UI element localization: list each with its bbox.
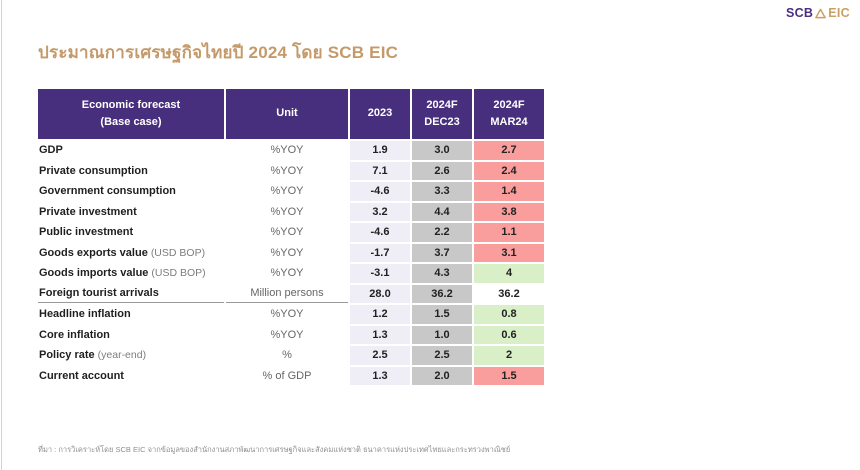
unit-cell: %YOY (270, 226, 304, 239)
value-dec23: 36.2 (412, 284, 472, 303)
row-label: GDP (39, 144, 63, 157)
value-mar24: 3.1 (474, 243, 544, 262)
value-mar24: 0.6 (474, 325, 544, 344)
table-row: GDP %YOY 1.9 3.0 2.7 (38, 141, 544, 160)
value-2023: -4.6 (350, 223, 410, 242)
unit-cell: % (282, 349, 292, 362)
table-row: Core inflation %YOY 1.3 1.0 0.6 (38, 325, 544, 344)
value-dec23: 4.3 (412, 264, 472, 283)
unit-cell: %YOY (270, 185, 304, 198)
row-label-note: (USD BOP) (151, 267, 206, 280)
unit-cell: %YOY (270, 205, 304, 218)
table-row: Private consumption %YOY 7.1 2.6 2.4 (38, 161, 544, 180)
value-2023: 28.0 (350, 284, 410, 303)
value-dec23: 1.5 (412, 305, 472, 324)
table-row: Government consumption %YOY -4.6 3.3 1.4 (38, 182, 544, 201)
header-2023: 2023 (350, 89, 410, 139)
value-2023: 1.9 (350, 141, 410, 160)
scb-wordmark: SCB (785, 6, 814, 20)
value-mar24: 4 (474, 264, 544, 283)
value-dec23: 2.0 (412, 366, 472, 385)
value-2023: 3.2 (350, 202, 410, 221)
value-2023: -4.6 (350, 182, 410, 201)
value-mar24: 1.1 (474, 223, 544, 242)
value-dec23: 1.0 (412, 325, 472, 344)
value-2023: 2.5 (350, 346, 410, 365)
table-row: Private investment %YOY 3.2 4.4 3.8 (38, 202, 544, 221)
row-label: Private consumption (39, 164, 148, 177)
row-label-note: (USD BOP) (150, 246, 206, 259)
row-label: Foreign tourist arrivals (39, 287, 159, 300)
economic-forecast-table: Economic forecast (Base case) Unit 2023 … (36, 87, 546, 387)
value-dec23: 3.7 (412, 243, 472, 262)
table-row: Headline inflation %YOY 1.2 1.5 0.8 (38, 305, 544, 324)
header-economic-forecast: Economic forecast (Base case) (38, 89, 224, 139)
page-title: ประมาณการเศรษฐกิจไทยปี 2024 โดย SCB EIC (38, 43, 399, 62)
row-label-note: (year-end) (97, 349, 147, 362)
slide-left-edge (1, 0, 2, 470)
table-header: Economic forecast (Base case) Unit 2023 … (38, 89, 544, 139)
value-mar24: 2.7 (474, 141, 544, 160)
source-footnote: ที่มา : การวิเคราะห์โดย SCB EIC จากข้อมู… (38, 445, 511, 454)
table-row: Goods exports value (USD BOP) %YOY -1.7 3… (38, 243, 544, 262)
value-2023: 1.2 (350, 305, 410, 324)
header-2024f-mar24: 2024F MAR24 (474, 89, 544, 139)
row-label: Headline inflation (39, 308, 131, 321)
row-label: Core inflation (39, 328, 110, 341)
unit-cell: %YOY (270, 328, 304, 341)
scb-eic-logo: SCB EIC (786, 6, 850, 20)
value-mar24: 1.4 (474, 182, 544, 201)
value-2023: 7.1 (350, 161, 410, 180)
unit-cell: %YOY (270, 308, 304, 321)
value-mar24: 3.8 (474, 202, 544, 221)
row-label: Private investment (39, 205, 137, 218)
unit-cell: %YOY (270, 267, 304, 280)
value-mar24: 1.5 (474, 366, 544, 385)
table-row: Public investment %YOY -4.6 2.2 1.1 (38, 223, 544, 242)
value-2023: -3.1 (350, 264, 410, 283)
scb-shield-icon (815, 8, 827, 19)
row-label: Policy rate (39, 349, 95, 362)
row-label: Public investment (39, 226, 134, 239)
value-mar24: 0.8 (474, 305, 544, 324)
value-2023: 1.3 (350, 366, 410, 385)
value-2023: 1.3 (350, 325, 410, 344)
eic-wordmark: EIC (828, 6, 850, 20)
value-mar24: 2 (474, 346, 544, 365)
row-label: Goods exports value (39, 246, 148, 259)
header-2024f-dec23: 2024F DEC23 (412, 89, 472, 139)
value-dec23: 2.2 (412, 223, 472, 242)
unit-cell: % of GDP (262, 369, 312, 382)
value-mar24: 36.2 (498, 287, 520, 300)
value-dec23: 2.6 (412, 161, 472, 180)
unit-cell: %YOY (270, 246, 304, 259)
unit-cell: Million persons (226, 285, 348, 303)
row-label: Current account (39, 369, 124, 382)
row-label: Government consumption (39, 185, 176, 198)
value-dec23: 3.3 (412, 182, 472, 201)
value-dec23: 3.0 (412, 141, 472, 160)
value-2023: -1.7 (350, 243, 410, 262)
header-unit: Unit (226, 89, 348, 139)
value-dec23: 2.5 (412, 346, 472, 365)
table-row: Current account % of GDP 1.3 2.0 1.5 (38, 366, 544, 385)
table-row: Foreign tourist arrivals Million persons… (38, 284, 544, 303)
table-row: Policy rate (year-end) % 2.5 2.5 2 (38, 346, 544, 365)
unit-cell: %YOY (270, 164, 304, 177)
value-mar24: 2.4 (474, 161, 544, 180)
table-row: Goods imports value (USD BOP) %YOY -3.1 4… (38, 264, 544, 283)
row-label: Goods imports value (39, 267, 149, 280)
value-dec23: 4.4 (412, 202, 472, 221)
unit-cell: %YOY (270, 144, 304, 157)
